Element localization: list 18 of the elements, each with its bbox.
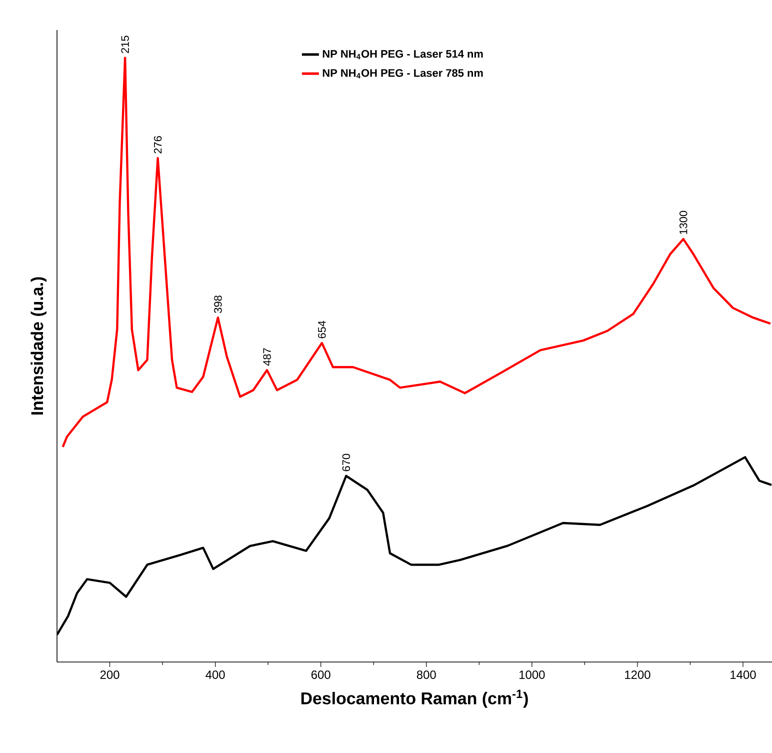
legend-label: NP NH$_{4}$OH PEG - Laser 785 nm: [322, 69, 483, 78]
x-tick-label: 1000: [520, 670, 545, 679]
annotation: 1300: [679, 210, 688, 234]
x-tick-label: 600: [311, 670, 330, 679]
x-tick-label: 1400: [730, 670, 756, 679]
legend-label: NP NH$_{4}$OH PEG - Laser 514 nm: [322, 50, 483, 60]
x-tick-label: 400: [206, 670, 225, 679]
x-tick-label: 200: [100, 670, 120, 679]
x-tick-label: 800: [416, 670, 436, 679]
x-axis-title: Deslocamento Raman (cm$^{-1}$): [301, 690, 528, 708]
x-tick-label: 1200: [625, 670, 650, 679]
annotation: 654: [318, 320, 326, 338]
annotation: 487: [263, 348, 271, 366]
annotation: 215: [121, 36, 129, 54]
annotation: 276: [154, 136, 162, 154]
annotation: 398: [214, 296, 222, 313]
annotation: 670: [342, 454, 350, 472]
y-axis-title: Intensidade (u.a.): [30, 277, 47, 414]
